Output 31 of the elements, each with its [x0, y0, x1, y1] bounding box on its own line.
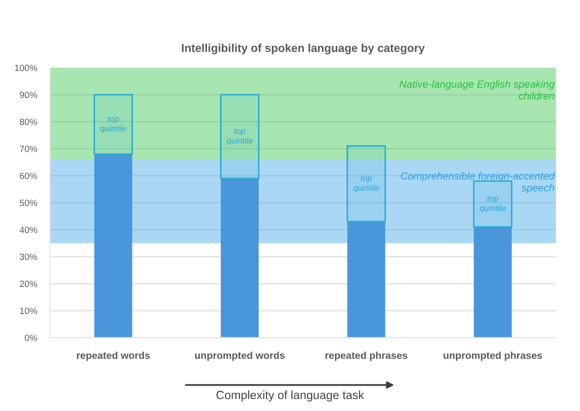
y-tick-label: 20%	[20, 280, 38, 288]
bar	[346, 145, 386, 222]
bar	[473, 180, 512, 228]
x-axis-title: Complexity of language task	[216, 390, 364, 402]
bar	[220, 178, 259, 338]
y-tick-label: 0%	[24, 334, 38, 342]
bar	[94, 94, 133, 155]
y-tick-label: 80%	[20, 118, 38, 126]
y-tick-label: 50%	[20, 200, 38, 206]
bar	[474, 227, 512, 338]
y-tick-label: 10%	[20, 308, 38, 314]
x-tick-label: repeated phrases	[326, 352, 408, 361]
y-tick-label: 90%	[20, 92, 38, 98]
text: top quintile	[353, 176, 380, 192]
y-tick-label: 30%	[20, 254, 38, 260]
text: top quintile	[226, 128, 253, 146]
bar	[347, 222, 386, 338]
band-label: Comprehensible foreign-accented speech	[400, 172, 555, 194]
bar	[94, 154, 132, 338]
bar	[220, 94, 260, 180]
chart-title: Intelligibility of spoken language by category	[182, 44, 425, 54]
series-label: top quintile	[100, 116, 126, 134]
y-tick-label: 40%	[20, 226, 38, 234]
band-label: Native-language English speaking children	[400, 80, 555, 100]
x-tick-label: unprompted words	[195, 352, 285, 361]
text: top quintile	[480, 196, 506, 213]
x-tick-label: unprompted phrases	[444, 352, 542, 361]
y-tick-label: 60%	[20, 172, 38, 180]
y-tick-label: 70%	[20, 146, 38, 152]
y-tick-label: 100%	[15, 64, 38, 72]
x-tick-label: repeated words	[76, 352, 150, 361]
